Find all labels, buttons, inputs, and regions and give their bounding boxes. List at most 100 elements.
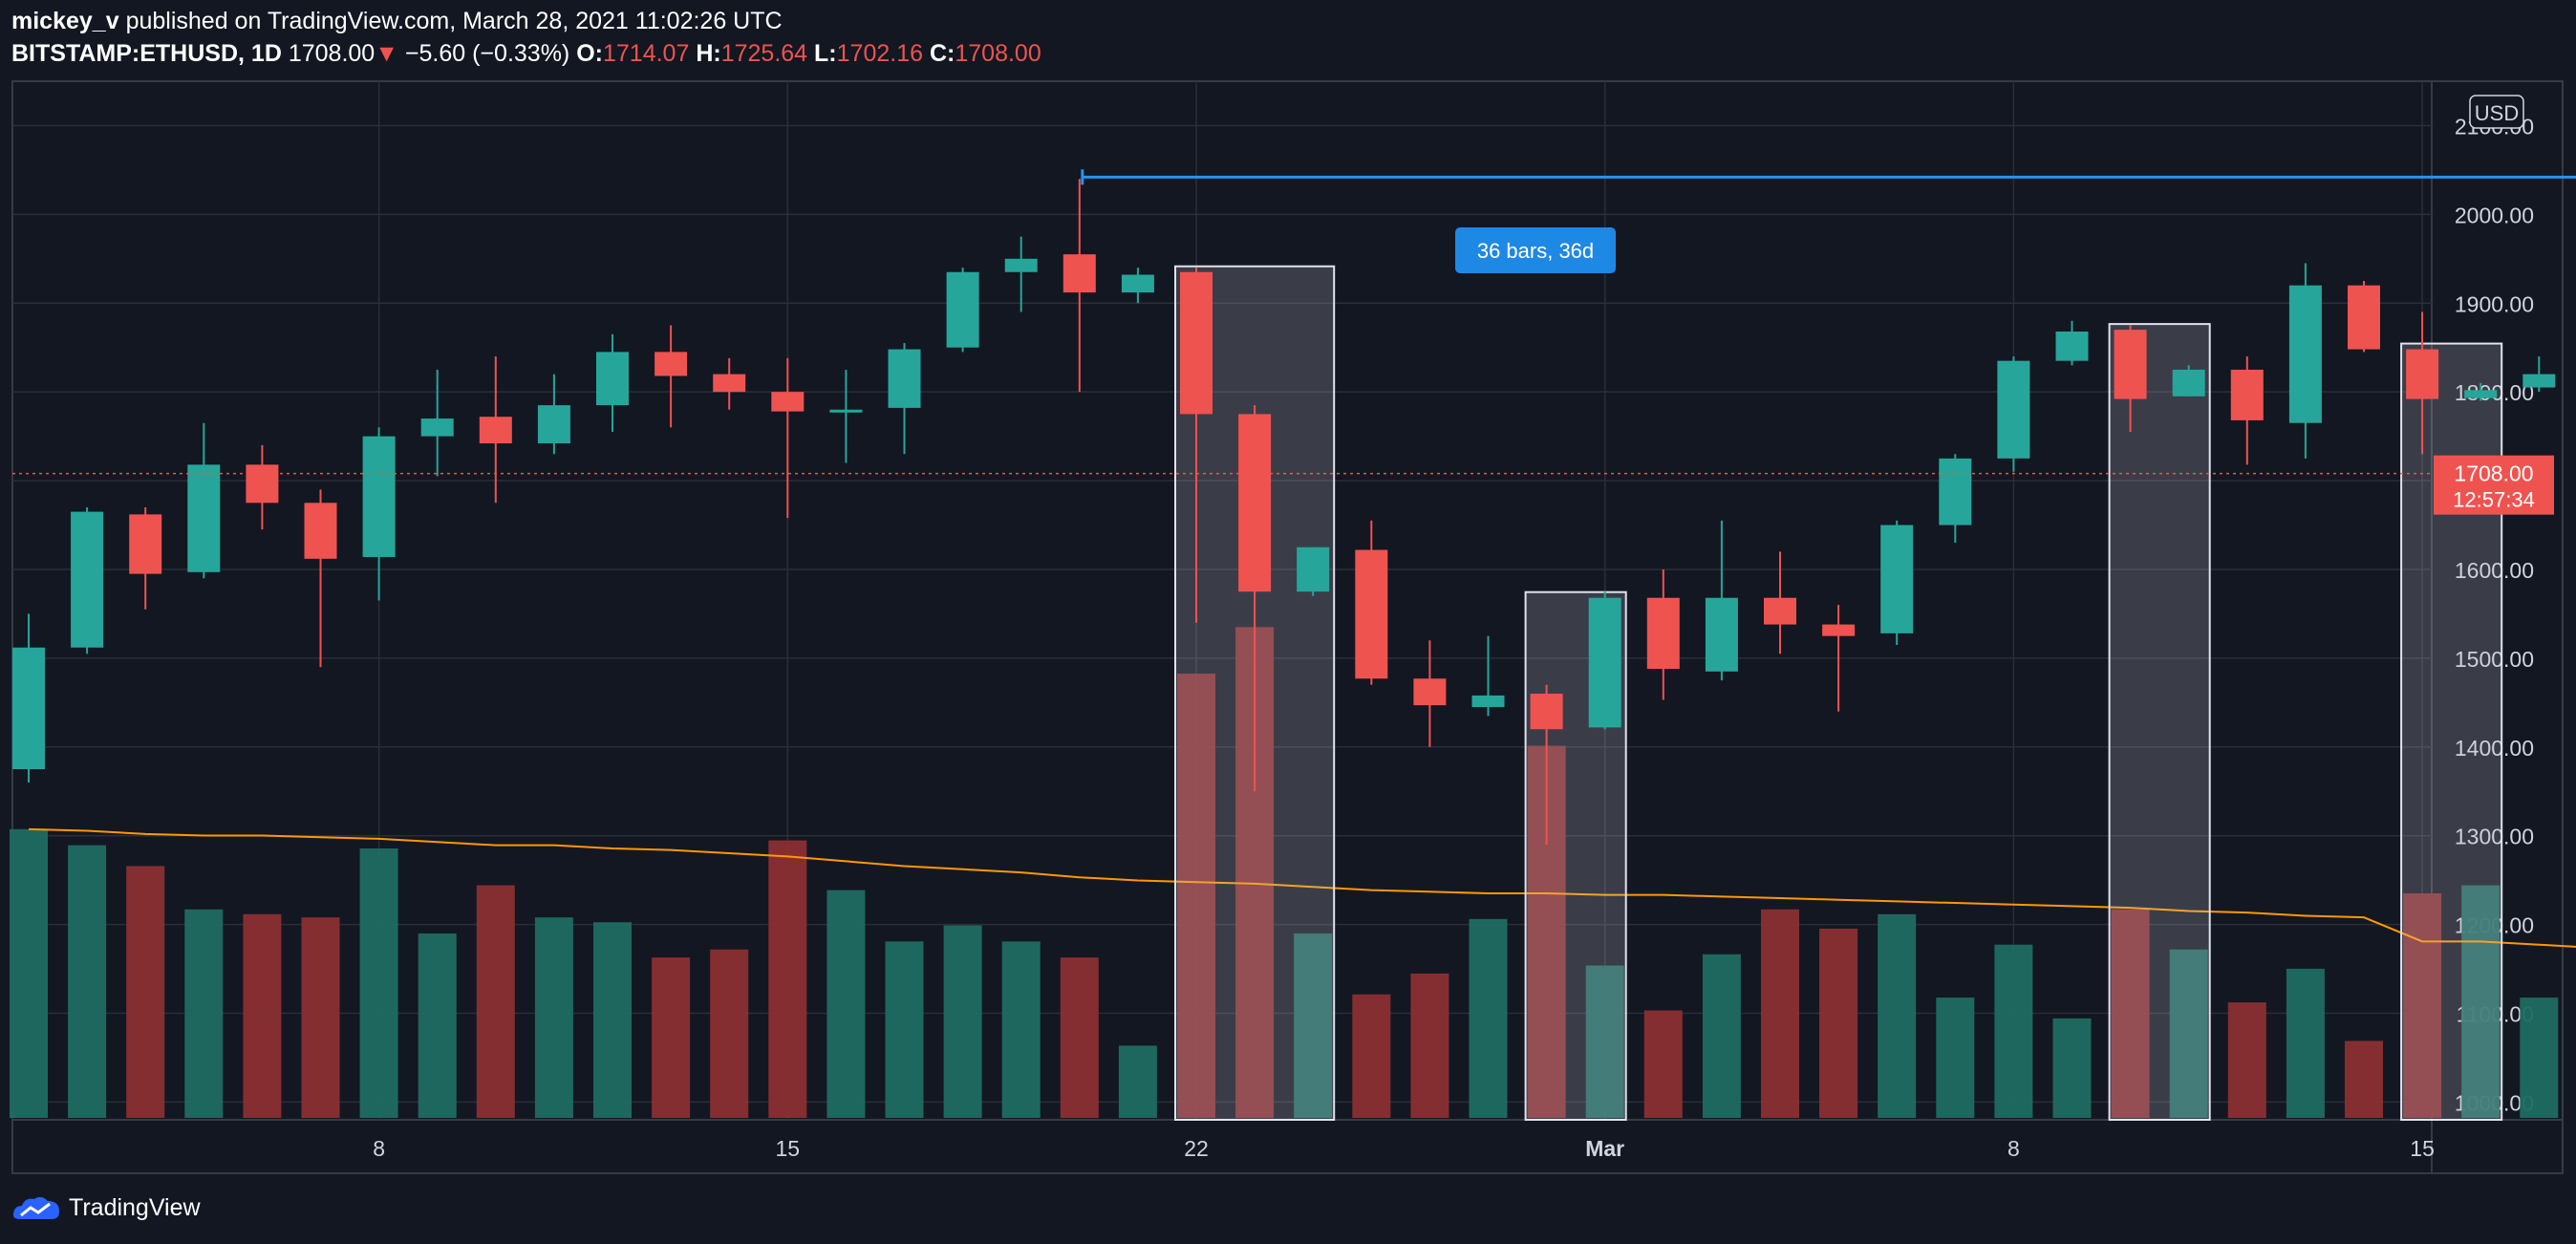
- volume-bar: [534, 917, 573, 1118]
- volume-bar: [1118, 1045, 1157, 1118]
- volume-bar: [2461, 885, 2501, 1118]
- volume-bar: [2227, 1002, 2266, 1118]
- volume-bar: [2169, 949, 2208, 1118]
- y-tick-label: 1600.00: [2455, 558, 2534, 583]
- volume-bar: [2052, 1018, 2092, 1118]
- close-label: C:: [929, 40, 955, 67]
- candle-body: [1588, 597, 1621, 728]
- volume-bar: [1001, 941, 1041, 1118]
- close-value: 1708.00: [955, 40, 1041, 67]
- candle-body: [1997, 360, 2030, 459]
- open-label: O:: [576, 40, 603, 67]
- candle-body: [1355, 549, 1388, 679]
- candle-body: [829, 409, 863, 413]
- volume-bar: [126, 866, 165, 1118]
- volume-bar: [1060, 957, 1099, 1118]
- volume-bar: [1352, 994, 1391, 1118]
- candle-body: [2464, 390, 2498, 398]
- open-value: 1714.07: [602, 40, 690, 67]
- candle-body: [362, 436, 396, 557]
- candle-body: [1939, 458, 1972, 525]
- x-tick-label: 15: [776, 1136, 801, 1161]
- volume-bar: [1643, 1010, 1683, 1118]
- candle-body: [2172, 369, 2205, 397]
- published-text: published on TradingView.com, March 28, …: [125, 8, 783, 34]
- volume-bar: [885, 941, 924, 1118]
- volume-bar: [1819, 928, 1858, 1118]
- volume-bar: [1936, 997, 1975, 1118]
- volume-bar: [476, 885, 515, 1118]
- high-value: 1725.64: [720, 40, 808, 67]
- candle-body: [1471, 695, 1505, 707]
- chart-frame: [11, 80, 2564, 1174]
- volume-bar: [1294, 933, 1333, 1118]
- candle-body: [596, 352, 629, 406]
- candle-body: [129, 514, 162, 574]
- x-tick-label: 22: [1184, 1136, 1209, 1161]
- volume-bar: [593, 922, 632, 1118]
- volume-bar: [826, 890, 866, 1118]
- volume-bar: [2345, 1040, 2383, 1118]
- volume-bar: [10, 828, 48, 1118]
- volume-bar: [1994, 944, 2033, 1118]
- candle-body: [2114, 330, 2147, 399]
- volume-bar: [652, 957, 691, 1118]
- candle-body: [12, 647, 45, 770]
- candle-body: [2522, 374, 2556, 388]
- low-value: 1702.16: [836, 40, 924, 67]
- highlight-box: [2108, 323, 2211, 1121]
- y-tick-label: 1900.00: [2455, 291, 2534, 316]
- author-name[interactable]: mickey_v: [11, 8, 119, 34]
- candle-body: [420, 418, 454, 437]
- candle-body: [2348, 285, 2380, 350]
- candle-body: [71, 511, 104, 648]
- volume-bar: [1177, 674, 1215, 1118]
- candle-body: [479, 417, 512, 444]
- last-price: 1708.00: [288, 40, 376, 67]
- volume-bar: [2286, 968, 2325, 1118]
- candle-body: [2055, 331, 2089, 361]
- candle-body: [1646, 597, 1680, 670]
- footer-brand[interactable]: TradingView: [10, 1192, 201, 1223]
- measure-label: 36 bars, 36d: [1477, 239, 1594, 263]
- currency-label: USD: [2475, 101, 2519, 125]
- volume-bar: [2111, 909, 2150, 1118]
- candle-body: [1705, 597, 1738, 672]
- candle-body: [246, 464, 279, 504]
- volume-bar: [301, 917, 340, 1118]
- candle-body: [187, 464, 221, 572]
- volume-bar: [1410, 973, 1449, 1118]
- volume-bar: [1878, 913, 1917, 1118]
- candle-body: [304, 503, 337, 559]
- volume-bar: [1761, 909, 1799, 1118]
- volume-bar: [768, 840, 807, 1118]
- candle-body: [1297, 547, 1330, 592]
- price-change: −5.60 (−0.33%): [404, 40, 570, 67]
- volume-bar: [359, 847, 398, 1118]
- candle-body: [2288, 285, 2322, 423]
- candle-body: [771, 392, 805, 412]
- candle-body: [1238, 414, 1272, 592]
- volume-bar: [1585, 965, 1624, 1118]
- volume-bar: [68, 845, 107, 1118]
- y-tick-label: 1500.00: [2455, 647, 2534, 672]
- low-label: L:: [814, 40, 837, 67]
- candle-body: [1121, 274, 1154, 293]
- high-label: H:: [696, 40, 721, 67]
- y-tick-label: 1300.00: [2455, 825, 2534, 849]
- y-tick-label: 2000.00: [2455, 203, 2534, 227]
- measure-label-box: [1455, 227, 1616, 273]
- symbol-name[interactable]: BITSTAMP:ETHUSD, 1D: [11, 40, 282, 67]
- candle-body: [1180, 271, 1213, 415]
- y-tick-label: 1400.00: [2455, 736, 2534, 761]
- last-price-label: 1708.00: [2454, 461, 2533, 486]
- candle-body: [2406, 349, 2439, 399]
- last-price-badge: [2434, 455, 2554, 515]
- candle-body: [2230, 369, 2264, 420]
- volume-bar: [1702, 954, 1741, 1118]
- footer-brand-text: TradingView: [69, 1193, 201, 1221]
- tradingview-logo-icon: [13, 1196, 59, 1219]
- candle-body: [1413, 678, 1447, 706]
- candle-body: [1530, 694, 1563, 730]
